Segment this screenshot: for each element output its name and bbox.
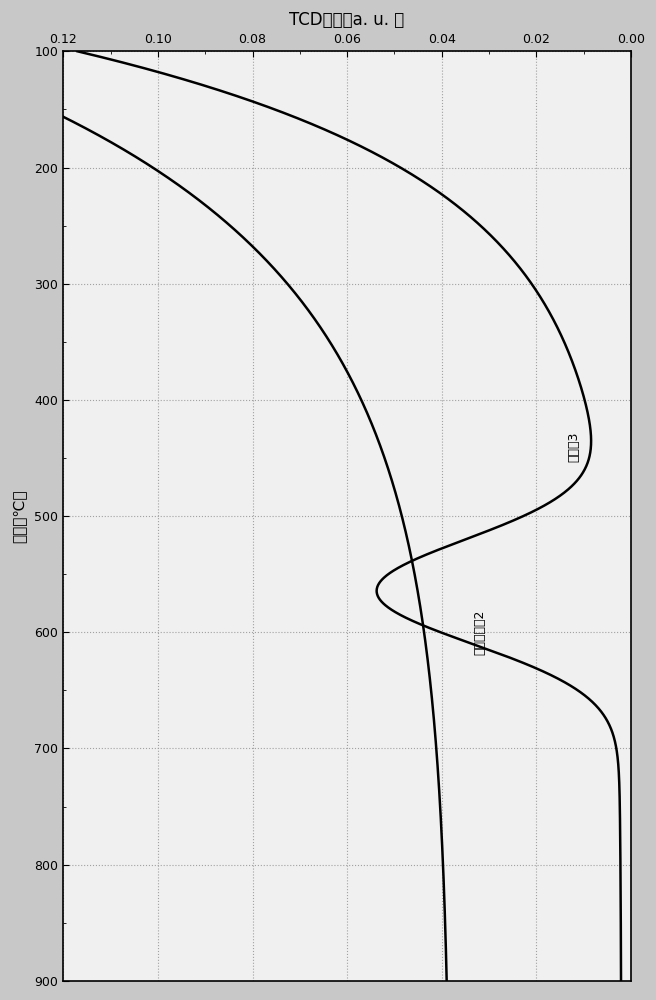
Y-axis label: 温度（℃）: 温度（℃） [11, 489, 26, 543]
Text: 对比参照例2: 对比参照例2 [473, 610, 486, 655]
X-axis label: TCD信号（a. u. ）: TCD信号（a. u. ） [289, 11, 405, 29]
Text: 实施例3: 实施例3 [567, 431, 581, 462]
